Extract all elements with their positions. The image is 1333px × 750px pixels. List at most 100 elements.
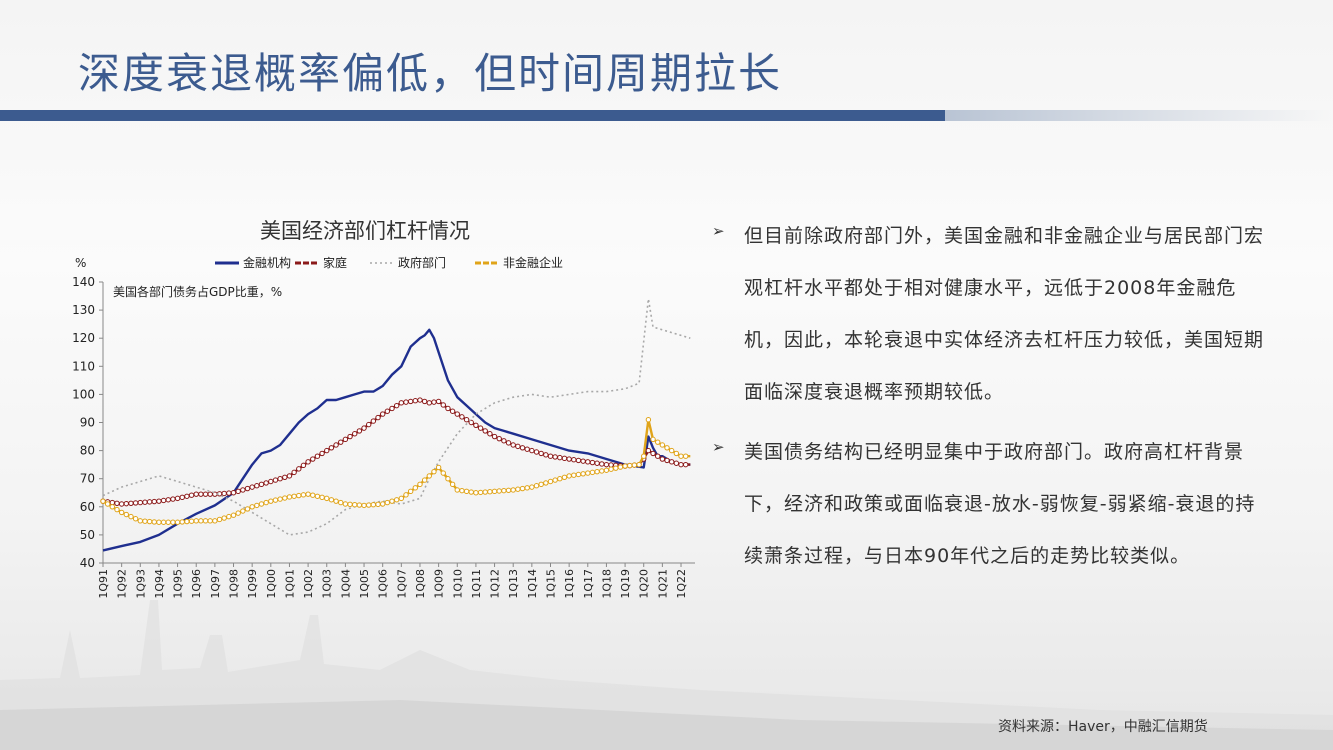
series-point-家庭: [482, 428, 488, 434]
x-tick-label: 1Q05: [358, 569, 371, 599]
series-point-非金融企业: [557, 476, 563, 482]
series-point-家庭: [449, 408, 456, 414]
x-tick-label: 1Q95: [172, 569, 185, 599]
series-point-家庭: [137, 499, 143, 506]
y-tick-label: 100: [72, 387, 95, 401]
series-point-非金融企业: [300, 492, 307, 498]
series-point-家庭: [389, 405, 395, 412]
series-point-家庭: [426, 400, 432, 406]
series-point-家庭: [174, 495, 181, 502]
series-point-非金融企业: [324, 495, 330, 502]
series-point-非金融企业: [403, 492, 409, 498]
series-point-非金融企业: [333, 498, 339, 504]
series-point-非金融企业: [170, 519, 176, 525]
series-point-家庭: [580, 458, 586, 464]
series-point-非金融企业: [198, 518, 204, 524]
series-point-非金融企业: [370, 501, 377, 508]
x-tick-label: 1Q96: [190, 569, 203, 599]
series-point-非金融企业: [440, 470, 446, 476]
series-point-非金融企业: [342, 501, 349, 507]
series-point-非金融企业: [375, 501, 381, 508]
series-point-非金融企业: [585, 470, 591, 476]
series-point-家庭: [659, 456, 666, 462]
series-point-家庭: [477, 425, 484, 431]
series-point-非金融企业: [552, 477, 558, 483]
series-point-家庭: [575, 457, 582, 464]
series-point-家庭: [324, 447, 330, 454]
series-point-家庭: [529, 447, 535, 454]
series-point-家庭: [421, 398, 428, 405]
series-point-非金融企业: [575, 471, 582, 478]
series-point-家庭: [463, 416, 470, 423]
series-point-非金融企业: [445, 476, 451, 482]
series-point-非金融企业: [174, 519, 181, 525]
series-point-非金融企业: [407, 488, 414, 495]
x-tick-label: 1Q93: [134, 569, 147, 599]
series-point-非金融企业: [566, 473, 572, 479]
series-point-家庭: [585, 459, 591, 465]
series-point-非金融企业: [449, 481, 456, 488]
series-point-家庭: [319, 450, 325, 457]
series-point-非金融企业: [319, 494, 325, 501]
series-point-家庭: [268, 478, 274, 485]
series-point-家庭: [352, 431, 358, 437]
series-point-家庭: [673, 460, 680, 466]
legend-label: 政府部门: [398, 255, 446, 270]
legend-label: 家庭: [323, 255, 347, 270]
series-point-家庭: [547, 453, 554, 459]
x-tick-label: 1Q06: [377, 569, 390, 599]
series-point-家庭: [491, 433, 498, 440]
series-point-非金融企业: [240, 508, 246, 514]
x-tick-label: 1Q97: [209, 569, 222, 599]
series-point-非金融企业: [314, 493, 321, 499]
x-tick-label: 1Q04: [339, 569, 352, 599]
series-point-家庭: [356, 428, 363, 434]
series-point-家庭: [407, 398, 414, 405]
series-point-非金融企业: [515, 486, 521, 492]
x-tick-label: 1Q99: [246, 569, 259, 599]
title-divider-bar: [0, 110, 945, 121]
series-point-非金融企业: [282, 495, 288, 501]
bullet-list: ➢ 但目前除政府部门外，美国金融和非金融企业与居民部门宏观杠杆水平都处于相对健康…: [712, 210, 1272, 590]
x-tick-label: 1Q98: [228, 569, 241, 599]
x-tick-label: 1Q15: [544, 569, 557, 599]
series-point-家庭: [589, 459, 596, 466]
series-point-家庭: [515, 443, 521, 450]
series-point-家庭: [398, 400, 405, 406]
series-point-非金融企业: [193, 518, 199, 524]
series-point-家庭: [375, 414, 381, 421]
series-point-家庭: [412, 398, 419, 404]
series-point-非金融企业: [529, 484, 535, 490]
series-point-非金融企业: [533, 483, 540, 489]
series-point-非金融企业: [678, 453, 684, 459]
series-point-非金融企业: [650, 436, 656, 443]
series-point-非金融企业: [431, 468, 437, 475]
x-tick-label: 1Q12: [489, 569, 502, 599]
x-tick-label: 1Q92: [116, 569, 129, 599]
series-point-非金融企业: [305, 491, 311, 497]
series-point-家庭: [403, 399, 409, 405]
series-point-非金融企业: [263, 499, 269, 506]
series-point-家庭: [258, 481, 265, 488]
series-point-非金融企业: [114, 506, 120, 513]
series-point-家庭: [468, 419, 474, 426]
series-point-家庭: [599, 461, 605, 467]
series-point-家庭: [538, 450, 544, 457]
series-point-家庭: [184, 493, 190, 499]
series-point-非金融企业: [682, 453, 689, 459]
series-point-家庭: [393, 402, 400, 409]
series-line-金融机构: [102, 328, 691, 552]
series-point-非金融企业: [151, 519, 157, 525]
series-point-家庭: [286, 473, 293, 479]
series-point-非金融企业: [580, 471, 586, 477]
series-point-非金融企业: [165, 519, 171, 525]
x-tick-label: 1Q20: [638, 569, 651, 599]
series-point-非金融企业: [645, 416, 652, 423]
series-point-非金融企业: [473, 490, 479, 496]
y-tick-label: 140: [72, 275, 95, 289]
series-point-非金融企业: [389, 498, 395, 504]
series-point-非金融企业: [235, 510, 241, 516]
series-point-家庭: [314, 453, 321, 459]
series-point-家庭: [510, 442, 516, 448]
series-point-家庭: [230, 490, 237, 496]
